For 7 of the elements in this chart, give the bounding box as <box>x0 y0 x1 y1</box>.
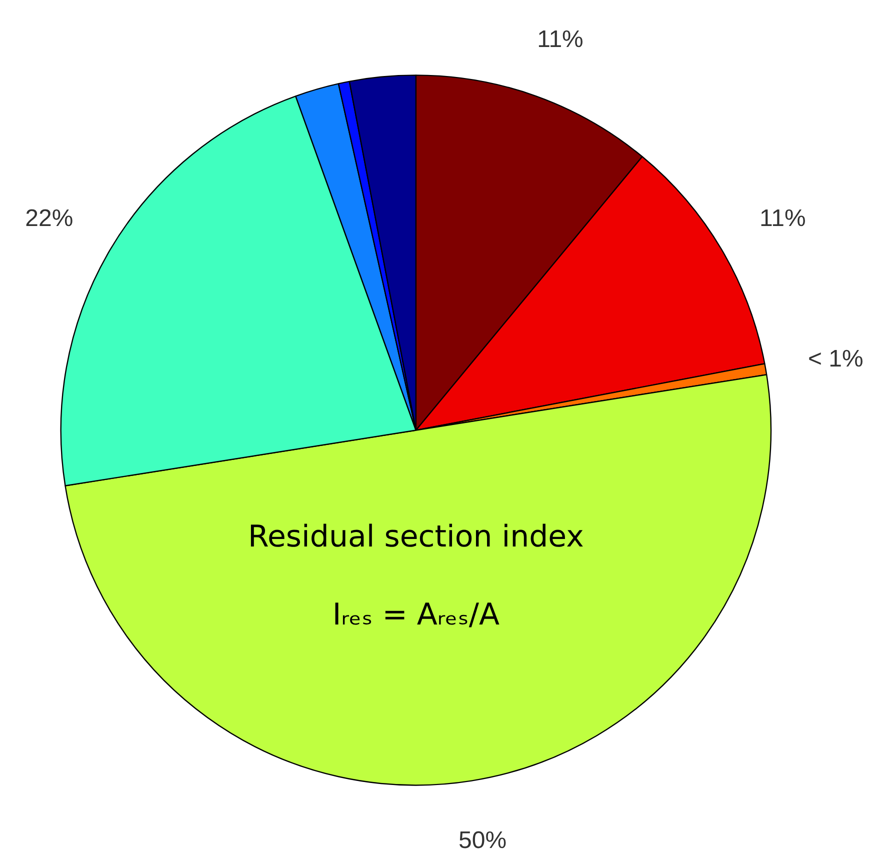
text: Residual section index <box>248 519 584 554</box>
data-label: 11% <box>760 205 806 232</box>
data-label: 11% <box>537 26 584 53</box>
data-label: < 1% <box>808 345 864 372</box>
data-label: 50% <box>458 827 507 854</box>
data-label: 22% <box>25 205 74 232</box>
text: Iᵣₑₛ = Aᵣₑₛ/A <box>332 597 500 632</box>
